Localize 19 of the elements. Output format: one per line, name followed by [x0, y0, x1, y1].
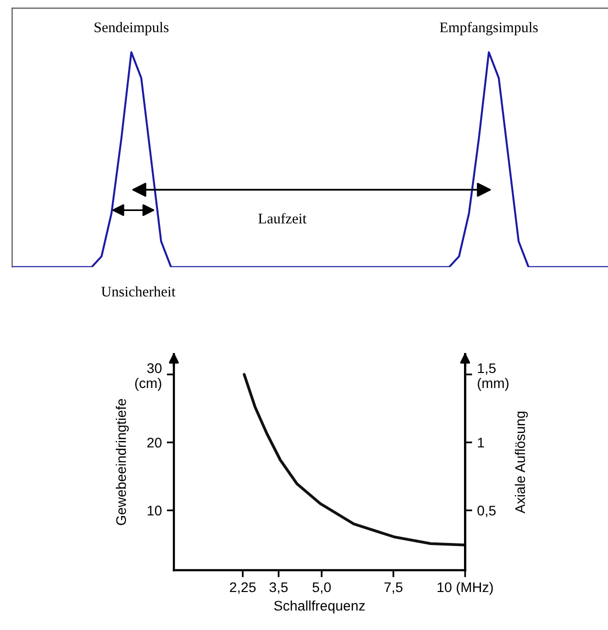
x-tick-label: 5,0 [312, 582, 331, 594]
y2-tick-label: 1 [478, 438, 484, 448]
y2-tick-label: 0,5 [477, 506, 496, 518]
x-tick-label: 3,5 [269, 582, 288, 594]
y2-axis-title: Axiale Auflösung [514, 412, 528, 514]
line-series [242, 373, 466, 546]
x-tick-label: 2,25 [230, 582, 256, 594]
text: Empfangsimpuls [440, 22, 538, 36]
x-tick-label: 10 (MHz) [438, 582, 493, 595]
y2-tick-label: 1,5 (mm) [478, 363, 508, 391]
x-tick-label: 7,5 [384, 582, 402, 594]
y-tick-label: 20 [147, 438, 162, 448]
annotation: Laufzeit [258, 213, 306, 224]
y-tick-label: 30 (cm) [135, 363, 162, 391]
y-tick-label: 10 [148, 506, 162, 516]
text: Sendeimpuls [94, 22, 168, 36]
y-axis-title: Gewebeeindringtiefe [116, 399, 129, 526]
text: Unsicherheit [101, 286, 176, 297]
x-axis-title: Schallfrequenz [274, 600, 365, 614]
